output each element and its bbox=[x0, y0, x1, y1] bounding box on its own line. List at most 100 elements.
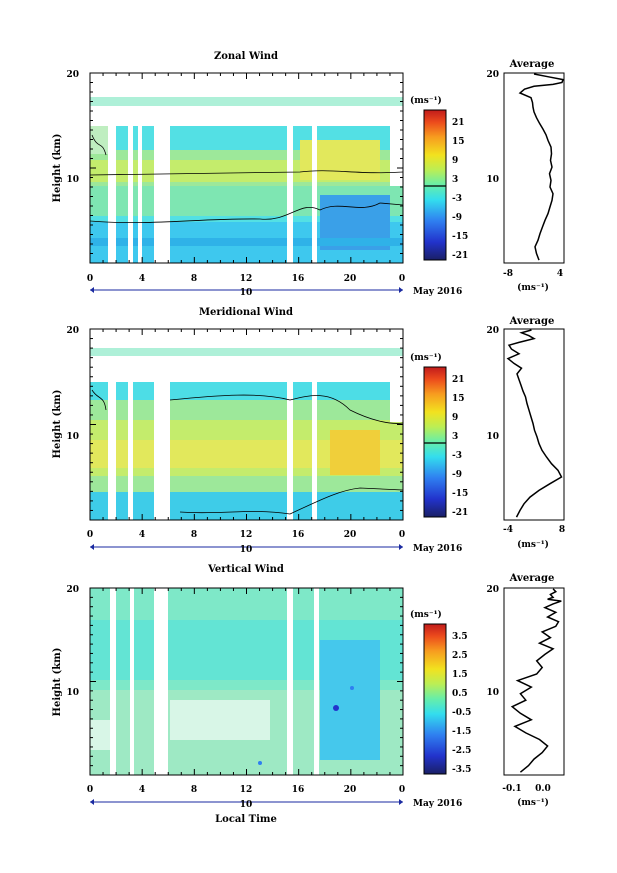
colorbar-tick: 9 bbox=[452, 413, 458, 423]
y-tick-label: 10 bbox=[66, 432, 79, 442]
y-tick-label: 20 bbox=[66, 70, 79, 80]
average-profile-line bbox=[506, 329, 563, 518]
y-tick-label: 10 bbox=[66, 175, 79, 185]
x-ticks: 0 4 8 12 16 20 0 bbox=[87, 274, 405, 284]
colorbar-tick: -1.5 bbox=[452, 727, 471, 737]
date-axis: 10 May 2016 bbox=[90, 544, 462, 555]
average-profile-line bbox=[518, 73, 564, 261]
colorbar-tick: -15 bbox=[452, 489, 468, 499]
date-month-label: May 2016 bbox=[413, 544, 462, 554]
profile-x-tick: -0.1 bbox=[502, 784, 521, 794]
colorbar-gradient bbox=[423, 623, 447, 775]
profile-x-tick: -4 bbox=[503, 525, 513, 535]
heatmap-area bbox=[90, 329, 404, 520]
profile-frame bbox=[503, 587, 565, 776]
date-month-label: May 2016 bbox=[413, 287, 462, 297]
y-tick-label: 20 bbox=[66, 585, 79, 595]
colorbar-tick: 21 bbox=[452, 118, 465, 128]
colorbar-tick: -3 bbox=[452, 194, 462, 204]
profile-x-tick: 8 bbox=[559, 525, 565, 535]
x-tick-label: 8 bbox=[191, 274, 197, 284]
colorbar-tick: 1.5 bbox=[452, 670, 468, 680]
colorbar-tick: -3 bbox=[452, 451, 462, 461]
x-tick-label: 0 bbox=[399, 785, 405, 795]
colorbar-tick: -3.5 bbox=[452, 765, 471, 775]
date-axis: 10 May 2016 bbox=[90, 287, 462, 298]
x-tick-label: 4 bbox=[139, 274, 145, 284]
x-tick-label: 0 bbox=[87, 274, 93, 284]
axis-tick-marks bbox=[89, 72, 404, 776]
profile-y-tick: 20 bbox=[486, 585, 499, 595]
colorbar-tick: 3 bbox=[452, 175, 458, 185]
y-axis-label: Height (km) bbox=[52, 134, 63, 203]
x-tick-label: 4 bbox=[139, 530, 145, 540]
colorbar-unit: (ms⁻¹) bbox=[410, 352, 442, 363]
heatmap-area bbox=[90, 588, 403, 775]
profile-y-tick: 20 bbox=[486, 70, 499, 80]
y-axis-label: Height (km) bbox=[52, 648, 63, 717]
x-tick-label: 20 bbox=[344, 274, 357, 284]
y-tick-label: 10 bbox=[66, 688, 79, 698]
profile-y-tick: 10 bbox=[486, 175, 499, 185]
y-tick-label: 20 bbox=[66, 326, 79, 336]
x-tick-label: 12 bbox=[240, 530, 253, 540]
x-tick-label: 8 bbox=[191, 530, 197, 540]
profile-x-label: (ms⁻¹) bbox=[517, 539, 549, 550]
x-tick-label: 0 bbox=[87, 530, 93, 540]
colorbar-tick: 0.5 bbox=[452, 689, 468, 699]
profile-x-tick: -8 bbox=[503, 269, 513, 279]
profile-x-label: (ms⁻¹) bbox=[517, 797, 549, 808]
x-tick-label: 16 bbox=[292, 785, 305, 795]
heatmap-area bbox=[89, 73, 404, 263]
colorbar-tick: 9 bbox=[452, 156, 458, 166]
x-tick-label: 20 bbox=[344, 785, 357, 795]
date-day-label: 10 bbox=[240, 288, 253, 298]
colorbar-tick: -9 bbox=[452, 213, 462, 223]
x-ticks: 0 4 8 12 16 20 0 bbox=[87, 530, 405, 540]
date-day-label: 10 bbox=[240, 800, 253, 810]
colorbar-tick: -2.5 bbox=[452, 746, 471, 756]
x-tick-label: 16 bbox=[292, 274, 305, 284]
y-ticks: 10 20 bbox=[66, 326, 79, 442]
colorbar-tick: -21 bbox=[452, 251, 468, 261]
profile-title: Average bbox=[509, 573, 555, 584]
colorbar-tick: 3 bbox=[452, 432, 458, 442]
profile-plot: Average 10 20 -0.1 0.0 (ms⁻¹) bbox=[486, 573, 565, 808]
x-tick-label: 0 bbox=[399, 530, 405, 540]
date-month-label: May 2016 bbox=[413, 799, 462, 809]
panel-vertical: Vertical Wind 0 4 8 12 16 20 0 bbox=[52, 564, 565, 825]
x-tick-label: 12 bbox=[240, 785, 253, 795]
profile-frame bbox=[503, 328, 565, 521]
profile-frame bbox=[503, 72, 565, 264]
colorbar: (ms⁻¹) 3.5 2.5 1.5 0.5 -0.5 -1.5 -2.5 -3… bbox=[410, 609, 471, 775]
colorbar: (ms⁻¹) 21 15 9 3 -3 -9 -15 -21 bbox=[410, 95, 468, 261]
colorbar-tick: 3.5 bbox=[452, 632, 468, 642]
panel-zonal: Zonal Wind bbox=[52, 51, 565, 298]
y-axis-label: Height (km) bbox=[52, 390, 63, 459]
colorbar-tick: -15 bbox=[452, 232, 468, 242]
x-tick-label: 20 bbox=[344, 530, 357, 540]
x-axis-label: Local Time bbox=[215, 814, 277, 825]
profile-x-tick: 4 bbox=[557, 269, 563, 279]
profile-title: Average bbox=[509, 59, 555, 70]
date-day-label: 10 bbox=[240, 545, 253, 555]
profile-y-tick: 10 bbox=[486, 688, 499, 698]
y-ticks: 10 20 bbox=[66, 70, 79, 185]
x-tick-label: 4 bbox=[139, 785, 145, 795]
profile-plot: Average 10 20 -8 4 (ms⁻¹) bbox=[486, 59, 565, 293]
colorbar-unit: (ms⁻¹) bbox=[410, 95, 442, 106]
colorbar-unit: (ms⁻¹) bbox=[410, 609, 442, 620]
colorbar-tick: -9 bbox=[452, 470, 462, 480]
colorbar-tick: -0.5 bbox=[452, 708, 471, 718]
x-ticks: 0 4 8 12 16 20 0 bbox=[87, 785, 405, 795]
x-tick-label: 0 bbox=[87, 785, 93, 795]
y-ticks: 10 20 bbox=[66, 585, 79, 698]
profile-plot: Average 10 20 -4 8 (ms⁻¹) bbox=[486, 316, 565, 550]
x-tick-label: 0 bbox=[399, 274, 405, 284]
colorbar-tick: 21 bbox=[452, 375, 465, 385]
colorbar: (ms⁻¹) 21 15 9 3 -3 -9 -15 -21 bbox=[410, 352, 468, 518]
profile-title: Average bbox=[509, 316, 555, 327]
panel-title: Zonal Wind bbox=[214, 51, 278, 62]
x-tick-label: 12 bbox=[240, 274, 253, 284]
